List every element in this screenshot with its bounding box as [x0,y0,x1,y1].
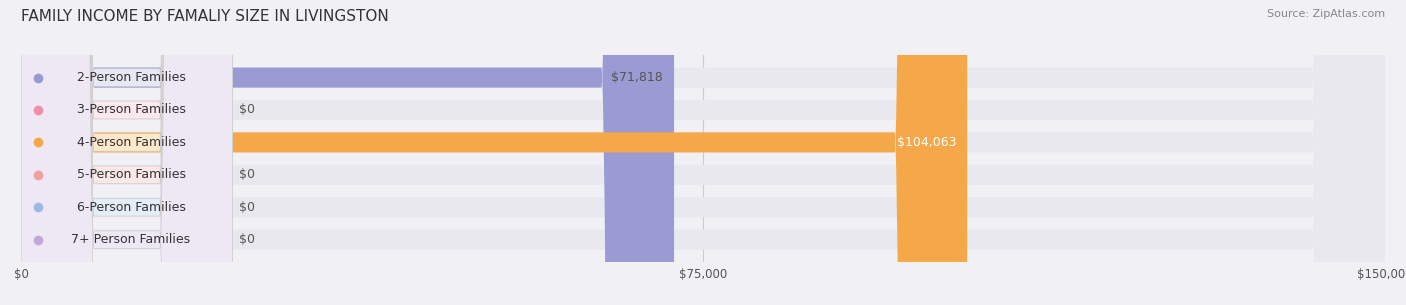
Text: 4-Person Families: 4-Person Families [76,136,186,149]
Text: 6-Person Families: 6-Person Families [76,201,186,214]
Text: 3-Person Families: 3-Person Families [76,103,186,117]
FancyBboxPatch shape [21,0,1385,305]
Text: Source: ZipAtlas.com: Source: ZipAtlas.com [1267,9,1385,19]
Text: $0: $0 [239,233,256,246]
Text: $0: $0 [239,201,256,214]
Text: 7+ Person Families: 7+ Person Families [72,233,191,246]
FancyBboxPatch shape [21,0,232,305]
FancyBboxPatch shape [21,0,1385,305]
Text: 2-Person Families: 2-Person Families [76,71,186,84]
FancyBboxPatch shape [21,0,1385,305]
Text: $0: $0 [239,103,256,117]
FancyBboxPatch shape [21,0,1385,305]
Text: FAMILY INCOME BY FAMALIY SIZE IN LIVINGSTON: FAMILY INCOME BY FAMALIY SIZE IN LIVINGS… [21,9,389,24]
Text: $104,063: $104,063 [897,136,956,149]
FancyBboxPatch shape [21,0,232,305]
FancyBboxPatch shape [21,0,1385,305]
Text: $0: $0 [239,168,256,181]
FancyBboxPatch shape [21,0,232,305]
FancyBboxPatch shape [21,0,232,305]
FancyBboxPatch shape [21,0,673,305]
Text: 5-Person Families: 5-Person Families [76,168,186,181]
FancyBboxPatch shape [21,0,1385,305]
FancyBboxPatch shape [21,0,232,305]
FancyBboxPatch shape [21,0,967,305]
Text: $71,818: $71,818 [612,71,664,84]
FancyBboxPatch shape [21,0,232,305]
